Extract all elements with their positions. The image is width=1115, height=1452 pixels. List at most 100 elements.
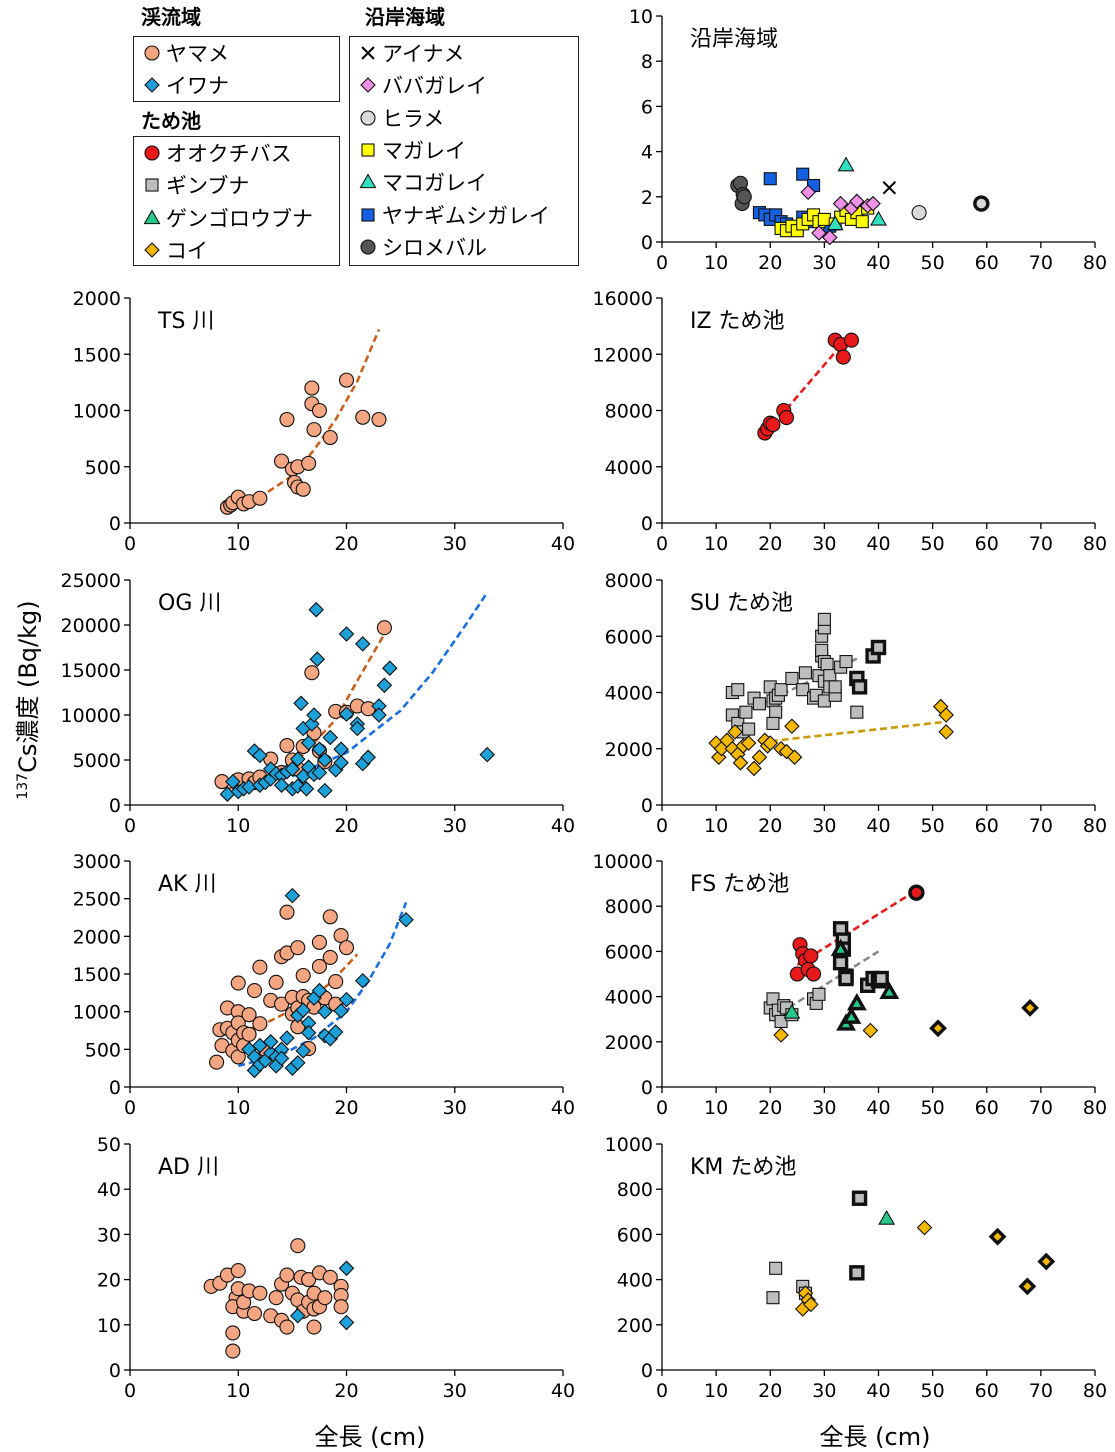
x-tick-label: 20 bbox=[758, 252, 782, 274]
x-tick-label: 10 bbox=[226, 815, 250, 837]
data-point-ginbuna bbox=[851, 1190, 868, 1206]
data-point-yamame bbox=[268, 1290, 284, 1306]
x-tick-label: 0 bbox=[124, 1097, 136, 1119]
data-point-koi bbox=[746, 760, 762, 777]
data-point-iwana bbox=[311, 764, 328, 781]
data-point-yamame bbox=[273, 996, 290, 1012]
data-point-iwana bbox=[273, 1050, 290, 1067]
x-tick-label: 70 bbox=[1029, 815, 1053, 837]
x-tick-label: 0 bbox=[124, 815, 136, 837]
panel-AD: 0 10 20 30 40 50 0 10 20 30 40 AD 川 bbox=[97, 1134, 575, 1402]
legend-marker-icon bbox=[360, 239, 376, 255]
x-tick-label: 60 bbox=[975, 533, 999, 555]
data-point-koi bbox=[784, 718, 800, 735]
legend-marker-icon bbox=[359, 173, 377, 189]
y-axis-label-main: Cs濃度 (Bq/kg) bbox=[14, 600, 42, 773]
data-point-iwana bbox=[376, 677, 393, 694]
data-point-iwana bbox=[293, 695, 309, 712]
x-tick-label: 30 bbox=[443, 533, 467, 555]
legend-item-yanagimushi: ヤナギムシガレイ bbox=[358, 200, 550, 230]
data-point-iwana bbox=[298, 781, 315, 797]
data-point-bass bbox=[843, 332, 859, 348]
data-point-ginbuna bbox=[785, 671, 799, 685]
x-tick-label: 20 bbox=[334, 815, 358, 837]
data-point-yamame bbox=[311, 958, 327, 975]
data-point-iwana bbox=[309, 651, 326, 667]
x-tick-label: 60 bbox=[975, 815, 999, 837]
data-point-yamame bbox=[225, 1343, 241, 1359]
data-point-ginbuna bbox=[769, 705, 783, 719]
y-tick-label: 2 bbox=[641, 187, 653, 209]
data-point-yamame bbox=[252, 959, 268, 975]
x-tick-label: 20 bbox=[758, 1380, 782, 1402]
x-tick-label: 20 bbox=[758, 533, 782, 555]
data-point-bass bbox=[803, 948, 819, 964]
x-tick-label: 30 bbox=[812, 252, 836, 274]
data-point-ginbuna bbox=[766, 1291, 780, 1305]
panel-coastal: 0 2 4 6 8 10 0 10 20 30 40 50 60 70 80 沿岸海域 bbox=[629, 6, 1107, 274]
data-point-babagarei bbox=[849, 193, 865, 210]
data-point-iwana bbox=[349, 720, 366, 737]
data-point-bass bbox=[835, 349, 851, 365]
data-point-iwana bbox=[284, 761, 301, 777]
x-tick-label: 0 bbox=[124, 533, 136, 555]
data-point-yamame bbox=[273, 453, 290, 469]
y-tick-label: 25000 bbox=[61, 570, 121, 592]
legend-item-ginbuna: ギンブナ bbox=[142, 170, 249, 200]
legend-item-magarei: マガレイ bbox=[358, 135, 466, 165]
legend-item-ainame: アイナメ bbox=[358, 38, 465, 68]
y-tick-label: 8 bbox=[641, 51, 653, 73]
y-tick-label: 200 bbox=[617, 1315, 653, 1337]
legend-item-hirame: ヒラメ bbox=[358, 103, 444, 133]
data-point-bass bbox=[805, 966, 822, 982]
y-tick-label: 400 bbox=[617, 1270, 653, 1292]
legend-marker-icon bbox=[360, 77, 376, 94]
x-tick-label: 80 bbox=[1083, 252, 1107, 274]
data-point-yamame bbox=[268, 974, 284, 990]
x-tick-label: 20 bbox=[334, 1380, 358, 1402]
y-tick-label: 30 bbox=[97, 1224, 121, 1246]
x-tick-label: 50 bbox=[921, 252, 945, 274]
data-point-ginbuna bbox=[817, 694, 831, 708]
x-tick-label: 30 bbox=[812, 1380, 836, 1402]
legend-box: オオクチバス ギンブナ ゲンゴロウブナ コイ bbox=[133, 136, 340, 266]
data-point-ginbuna bbox=[839, 655, 853, 669]
legend-label: ヤマメ bbox=[166, 42, 229, 66]
data-point-shiromebaru bbox=[736, 189, 752, 205]
data-point-ginbuna bbox=[766, 992, 780, 1006]
x-tick-label: 10 bbox=[226, 533, 250, 555]
x-tick-label: 30 bbox=[443, 1097, 467, 1119]
panel-TS: 0 500 1000 1500 2000 0 10 20 30 40 TS 川 bbox=[73, 288, 575, 555]
data-point-ginbuna bbox=[870, 639, 887, 656]
data-point-iwana bbox=[382, 660, 398, 676]
x-tick-label: 80 bbox=[1083, 1380, 1107, 1402]
data-point-iwana bbox=[290, 1307, 306, 1324]
data-point-ginbuna bbox=[820, 657, 834, 671]
data-point-iwana bbox=[338, 1260, 355, 1277]
y-tick-label: 3000 bbox=[73, 851, 121, 873]
y-tick-label: 8000 bbox=[605, 570, 653, 592]
y-tick-label: 1000 bbox=[73, 1002, 121, 1024]
x-tick-label: 30 bbox=[812, 1097, 836, 1119]
y-tick-label: 2000 bbox=[73, 288, 121, 310]
legend-item-babagarei: ババガレイ bbox=[358, 70, 487, 100]
legend-item-iwana: イワナ bbox=[142, 70, 229, 100]
y-tick-label: 2000 bbox=[605, 739, 653, 761]
legend-title: ため池 bbox=[141, 109, 201, 133]
y-tick-label: 0 bbox=[109, 1360, 121, 1382]
data-point-koi bbox=[1021, 998, 1039, 1017]
data-point-iwana bbox=[371, 707, 387, 723]
legend-box: アイナメ ババガレイ ヒラメ マガレイ マコガレイ ヤナギムシガレイ シロメバル bbox=[349, 36, 579, 266]
y-tick-label: 2000 bbox=[605, 1032, 653, 1054]
y-tick-label: 10000 bbox=[593, 851, 653, 873]
data-point-yamame bbox=[328, 973, 344, 990]
data-point-iwana bbox=[290, 751, 306, 767]
data-point-babagarei bbox=[800, 184, 816, 201]
data-point-koi bbox=[1037, 1252, 1056, 1271]
data-point-iwana bbox=[317, 1003, 333, 1020]
data-point-koi bbox=[773, 1027, 789, 1043]
data-point-iwana bbox=[317, 782, 333, 799]
x-tick-label: 50 bbox=[921, 1097, 945, 1119]
data-point-iwana bbox=[354, 636, 371, 652]
data-point-yamame bbox=[306, 422, 322, 438]
